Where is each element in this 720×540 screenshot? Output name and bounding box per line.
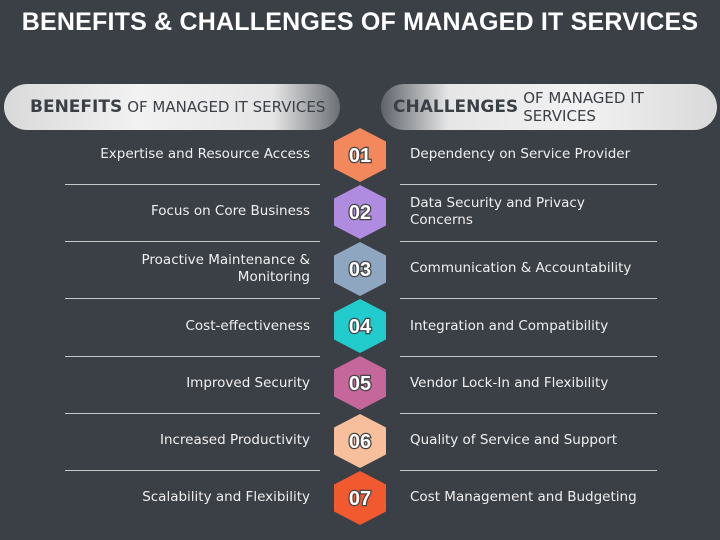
- separator: [400, 241, 657, 243]
- number-hexagon: 03: [334, 241, 386, 296]
- separator: [65, 412, 320, 414]
- challenge-text: Cost Management and Budgeting: [410, 489, 637, 506]
- header-rest: OF MANAGED IT SERVICES: [127, 98, 326, 116]
- number-hexagon: 01: [334, 127, 386, 182]
- hexagon: [334, 241, 386, 296]
- hexagon: [334, 127, 386, 182]
- hexagon: [334, 184, 386, 239]
- benefit-text: Improved Security: [186, 374, 310, 391]
- number: 01: [349, 145, 371, 167]
- number: 06: [349, 431, 371, 453]
- number-hexagon: 02: [334, 184, 386, 239]
- hexagon: [334, 413, 386, 468]
- challenge-text: Data Security and Privacy Concerns: [410, 194, 585, 228]
- challenge-text: Vendor Lock-In and Flexibility: [410, 374, 609, 391]
- header-bold: CHALLENGES: [393, 97, 519, 117]
- number-hexagon: 05: [334, 356, 386, 411]
- separator: [65, 470, 320, 471]
- hexagon: [334, 299, 386, 354]
- separator: [65, 184, 320, 185]
- challenge-text: Communication & Accountability: [410, 260, 632, 277]
- header-rest: OF MANAGED IT SERVICES: [523, 89, 644, 125]
- number-hexagon: 04: [334, 299, 386, 354]
- separator: [65, 298, 320, 300]
- title: BENEFITS & CHALLENGES OF MANAGED IT SERV…: [21, 8, 699, 36]
- separator: [400, 355, 657, 357]
- header-bold: BENEFITS: [30, 97, 123, 117]
- separator: [400, 470, 657, 471]
- number-hexagon: 07: [334, 470, 386, 525]
- number: 04: [349, 316, 372, 338]
- benefits-header: BENEFITS OF MANAGED IT SERVICES: [4, 84, 340, 130]
- separator: [65, 241, 320, 243]
- hexagon: [334, 356, 386, 411]
- separator: [400, 298, 657, 300]
- benefit-text: Expertise and Resource Access: [100, 146, 310, 162]
- benefit-text: Scalability and Flexibility: [142, 489, 310, 506]
- benefit-text: Proactive Maintenance & Monitoring: [141, 251, 311, 285]
- number: 02: [349, 202, 371, 224]
- benefit-text: Increased Productivity: [159, 432, 310, 448]
- benefit-text: Cost-effectiveness: [185, 317, 311, 334]
- challenge-text: Integration and Compatibility: [410, 317, 609, 334]
- separator: [65, 355, 320, 357]
- number: 03: [349, 259, 371, 281]
- number-hexagon: 06: [334, 413, 386, 468]
- hexagon: [334, 470, 386, 525]
- challenge-text: Dependency on Service Provider: [410, 146, 631, 162]
- separator: [400, 184, 657, 185]
- challenges-header: CHALLENGES OF MANAGED IT SERVICES: [381, 84, 717, 130]
- number: 07: [349, 488, 371, 510]
- separator: [400, 412, 657, 414]
- benefit-text: Focus on Core Business: [150, 203, 310, 220]
- challenge-text: Quality of Service and Support: [410, 432, 618, 448]
- number: 05: [349, 373, 371, 395]
